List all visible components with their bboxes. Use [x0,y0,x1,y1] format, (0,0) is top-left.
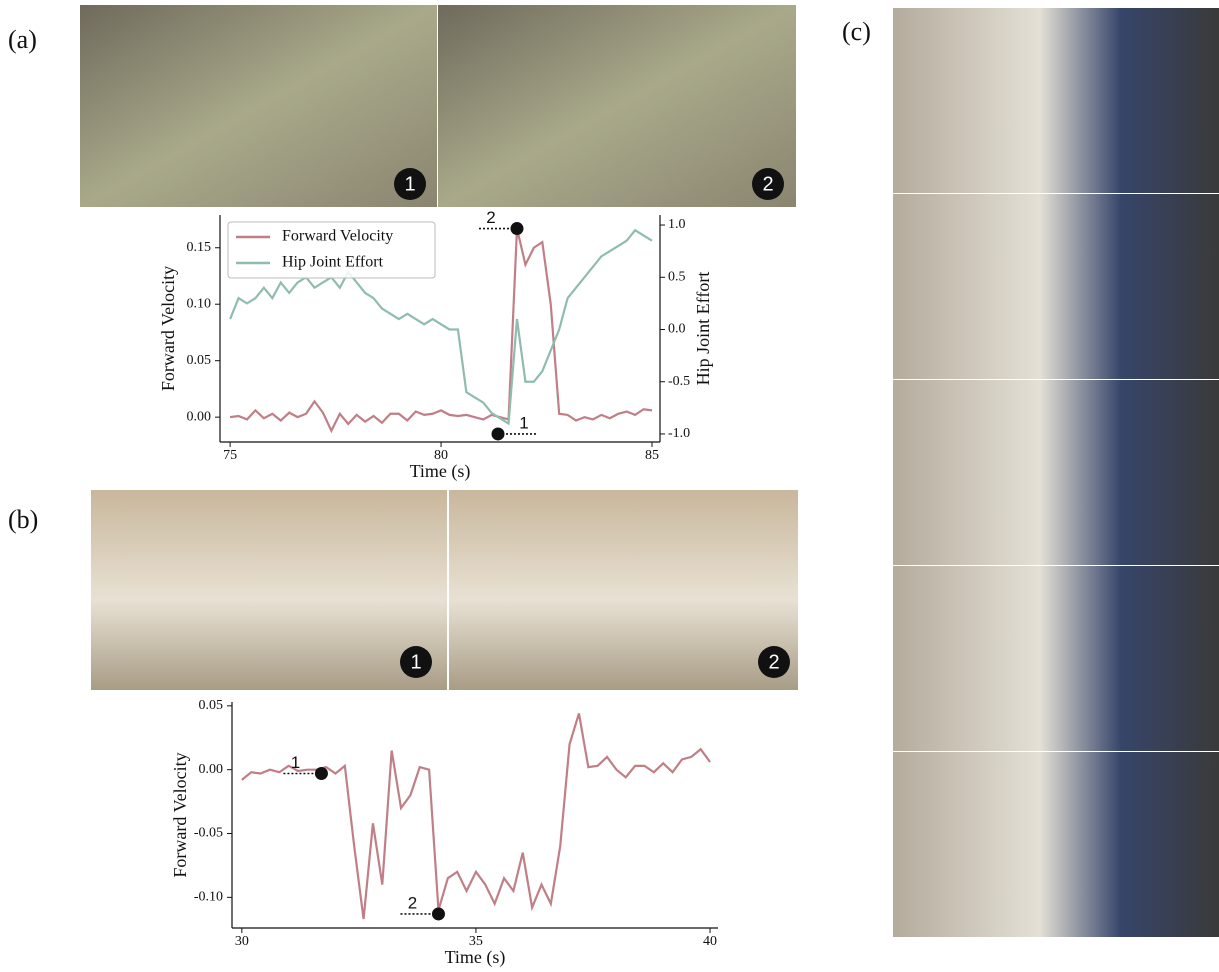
x-axis-label: Time (s) [445,947,506,967]
badge-label: 2 [762,173,773,195]
badge-label: 1 [410,651,421,673]
annotation-label: 2 [408,893,417,912]
x-tick-label: 40 [703,934,717,949]
panel-label: (b) [8,505,38,534]
x-tick-label: 75 [223,448,237,463]
y-tick-label: 0.15 [187,240,212,255]
photo [893,8,1219,193]
legend-box [227,221,436,279]
x-tick-label: 35 [469,934,483,949]
badge [394,168,426,200]
photo [80,5,437,207]
line-series [229,228,653,434]
photo [893,566,1219,751]
annotation-label: 1 [291,753,300,772]
y-axis-label: Forward Velocity [170,752,190,877]
annotation-label: 2 [486,208,495,227]
badge [752,168,784,200]
x-tick-label: 85 [645,448,659,463]
photo [893,380,1219,565]
x-axis-label: Time (s) [410,461,471,482]
panel-label: (a) [8,25,37,54]
annotation-point [491,427,505,441]
y2-axis-label: Hip Joint Effort [693,272,713,386]
annotation-point [314,767,328,781]
y-tick-label: 0.00 [187,409,212,424]
y2-tick-label: -1.0 [668,426,690,441]
photo [91,490,447,690]
line-series [241,713,711,920]
annotation-point [431,907,445,921]
panel-label: (c) [842,17,871,46]
badge-label: 1 [404,173,415,195]
badge [758,646,790,678]
y2-tick-label: 0.5 [668,269,686,284]
y2-tick-label: 1.0 [668,217,686,232]
y-tick-label: -0.10 [194,890,223,905]
y-tick-label: -0.05 [194,826,223,841]
photo [893,752,1219,937]
annotation-label: 1 [519,413,528,432]
y-tick-label: 0.05 [199,698,224,713]
y2-tick-label: 0.0 [668,322,686,337]
x-tick-label: 30 [235,934,249,949]
legend-label: Hip Joint Effort [282,254,384,271]
photo [438,5,796,207]
badge-label: 2 [768,651,779,673]
y-axis-label: Forward Velocity [158,266,178,391]
annotation-point [510,222,524,236]
y-tick-label: 0.10 [187,296,212,311]
y2-tick-label: -0.5 [668,374,690,389]
line-series [229,228,653,426]
y-tick-label: 0.05 [187,353,212,368]
legend-label: Forward Velocity [282,228,393,245]
y-tick-label: 0.00 [199,762,224,777]
badge [400,646,432,678]
photo [893,194,1219,379]
x-tick-label: 80 [434,448,448,463]
photo [449,490,798,690]
